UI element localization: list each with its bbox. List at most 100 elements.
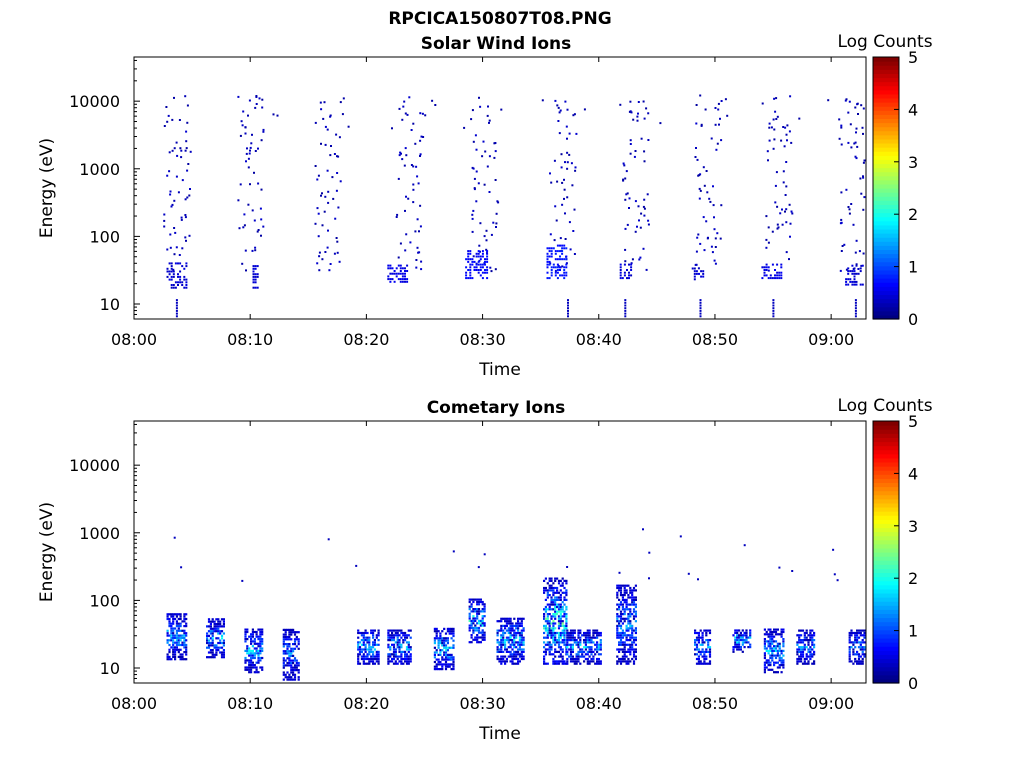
heatmap-cell: [288, 638, 291, 641]
heatmap-cell: [261, 666, 264, 669]
heatmap-cell: [261, 633, 264, 636]
heatmap-cell: [372, 646, 375, 649]
heatmap-cell: [618, 620, 621, 623]
colorbar-segment: [873, 253, 899, 259]
heatmap-cell: [621, 596, 624, 599]
heatmap-cell: [621, 594, 624, 597]
heatmap-cell: [849, 123, 852, 126]
colorbar-segment: [873, 122, 899, 128]
colorbar-segment: [873, 474, 899, 479]
heatmap-cell: [559, 258, 561, 261]
heatmap-cell: [697, 631, 700, 635]
colorbar-segment: [873, 531, 899, 537]
heatmap-cell: [849, 270, 852, 273]
heatmap-cell: [647, 223, 650, 226]
heatmap-cell: [854, 155, 857, 158]
colorbar-segment: [873, 498, 899, 504]
heatmap-cell: [636, 119, 639, 122]
heatmap-cell: [244, 666, 247, 669]
heatmap-cell: [177, 625, 180, 628]
heatmap-cell: [448, 627, 451, 630]
heatmap-cell: [220, 634, 224, 637]
heatmap-cell: [734, 638, 737, 642]
heatmap-cell: [170, 615, 173, 618]
heatmap-cell: [211, 651, 214, 654]
heatmap-cell: [366, 662, 369, 665]
heatmap-cell: [476, 626, 479, 630]
heatmap-cell: [563, 615, 566, 618]
heatmap-cell: [416, 246, 419, 249]
heatmap-cell: [544, 627, 547, 630]
heatmap-cell: [282, 673, 285, 676]
heatmap-cell: [803, 643, 806, 646]
heatmap-cell: [439, 639, 442, 642]
heatmap-cell: [185, 617, 188, 621]
heatmap-cell: [697, 636, 700, 639]
heatmap-cell: [796, 662, 799, 665]
heatmap-cell: [621, 608, 624, 611]
heatmap-cell: [554, 639, 557, 642]
heatmap-cell: [734, 629, 737, 632]
heatmap-cell: [628, 110, 631, 113]
heatmap-cell: [181, 265, 184, 268]
heatmap-cell: [561, 244, 564, 247]
heatmap-cell: [179, 636, 182, 639]
heatmap-cell: [179, 275, 182, 278]
heatmap-cell: [848, 650, 851, 653]
heatmap-cell: [571, 660, 574, 663]
heatmap-cell: [288, 652, 291, 655]
heatmap-cell: [559, 584, 562, 587]
heatmap-cell: [360, 657, 363, 661]
heatmap-cell: [170, 265, 173, 268]
heatmap-cell: [511, 622, 514, 625]
heatmap-cell: [588, 641, 591, 644]
heatmap-cell: [769, 274, 772, 277]
heatmap-cell: [507, 627, 510, 630]
heatmap-cell: [629, 589, 632, 592]
heatmap-cell: [698, 197, 701, 200]
heatmap-cell: [773, 664, 776, 667]
heatmap-cell: [705, 657, 708, 661]
heatmap-cell: [588, 646, 591, 649]
heatmap-cell: [496, 631, 499, 635]
heatmap-cell: [854, 639, 857, 642]
heatmap-cell: [368, 657, 371, 661]
heatmap-cell: [179, 629, 182, 632]
heatmap-cell: [335, 133, 338, 136]
heatmap-cell: [626, 277, 628, 280]
heatmap-cell: [170, 278, 173, 281]
heatmap-cell: [243, 213, 246, 216]
heatmap-cell: [631, 627, 634, 630]
heatmap-cell: [188, 234, 191, 237]
heatmap-cell: [621, 598, 624, 601]
colorbar-segment: [873, 138, 899, 144]
heatmap-cell: [743, 641, 746, 644]
heatmap-cell: [558, 132, 561, 135]
heatmap-cell: [500, 648, 503, 651]
heatmap-cell: [629, 646, 632, 649]
heatmap-cell: [261, 98, 264, 101]
heatmap-cell: [320, 108, 323, 111]
heatmap-cell: [246, 649, 249, 652]
heatmap-cell: [697, 655, 700, 658]
heatmap-cell: [479, 258, 482, 261]
heatmap-cell: [765, 263, 768, 266]
colorbar-segment: [873, 151, 899, 156]
heatmap-cell: [481, 252, 484, 255]
heatmap-cell: [389, 639, 392, 642]
heatmap-cell: [631, 591, 634, 594]
heatmap-cell: [517, 650, 520, 653]
heatmap-cell: [217, 630, 220, 633]
heatmap-cell: [477, 255, 480, 258]
heatmap-cell: [563, 631, 566, 635]
heatmap-cell: [856, 145, 859, 148]
heatmap-cell: [517, 624, 520, 627]
heatmap-cell: [373, 641, 376, 644]
heatmap-cell: [586, 657, 589, 661]
heatmap-cell: [364, 629, 367, 632]
heatmap-cell: [557, 603, 561, 606]
heatmap-cell: [805, 639, 808, 642]
heatmap-cell: [360, 655, 363, 658]
heatmap-cell: [597, 653, 600, 656]
heatmap-cell: [544, 643, 547, 646]
